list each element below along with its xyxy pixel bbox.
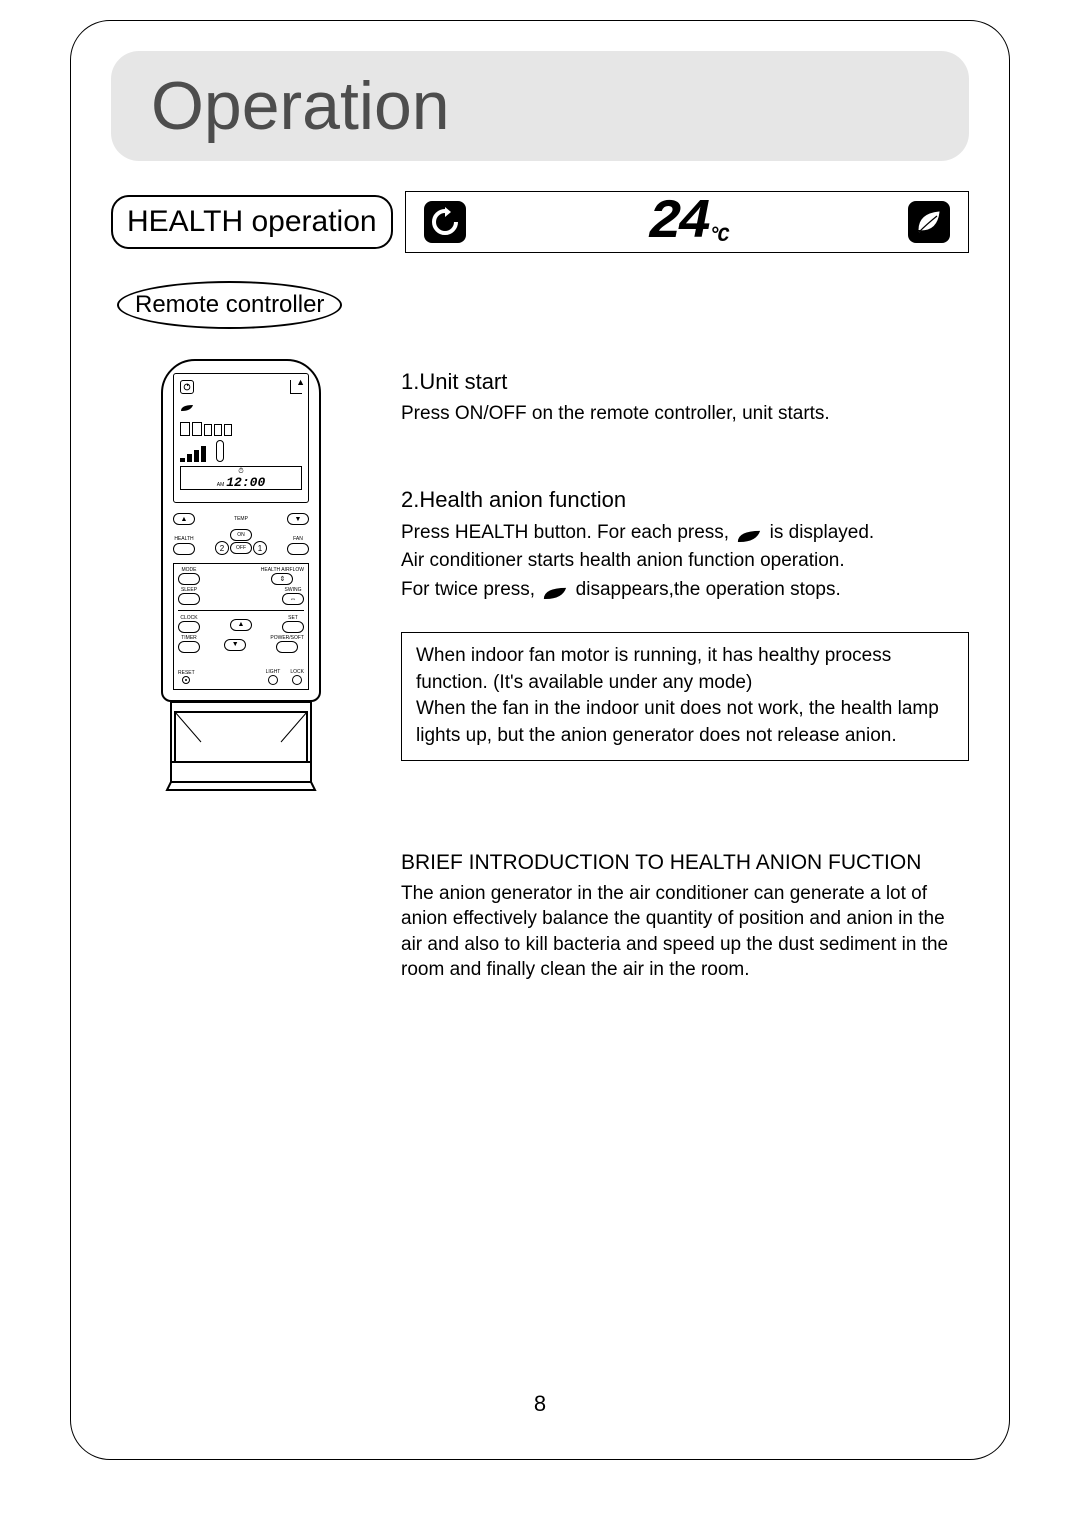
lcd-am-label: AM (217, 482, 225, 488)
fan-label: FAN (293, 537, 303, 542)
clock-button (178, 621, 200, 633)
step1-title: 1.Unit start (401, 369, 969, 395)
temp-value: 24 (648, 190, 707, 254)
health-button (173, 543, 195, 555)
lcd-clock: ⏱ AM 12:00 (180, 466, 302, 490)
step1-body: Press ON/OFF on the remote controller, u… (401, 401, 969, 427)
remote-panel: MODE HEALTH AIRFLOW ⇕ SLEEP (173, 563, 309, 690)
note-box: When indoor fan motor is running, it has… (401, 632, 969, 760)
steps-column: 1.Unit start Press ON/OFF on the remote … (401, 359, 969, 983)
lcd-bars-icon (180, 444, 206, 462)
remote-buttons: ▲ TEMP ▼ HEALTH ON (173, 513, 309, 690)
mode-button (178, 573, 200, 585)
on-button: ON (230, 529, 252, 541)
light-button (268, 675, 278, 685)
note-p1: When indoor fan motor is running, it has… (416, 643, 954, 696)
lock-button (292, 675, 302, 685)
intro-title: BRIEF INTRODUCTION TO HEALTH ANION FUCTI… (401, 851, 969, 875)
lcd-display: 24 °C (405, 191, 969, 253)
remote-body: ⏱ AM 12:00 ▲ TEMP ▼ (161, 359, 321, 702)
page-frame: Operation HEALTH operation 24 °C Remote … (70, 20, 1010, 1460)
lcd-cycle-icon (180, 380, 194, 394)
remote-stand (161, 702, 321, 792)
content-columns: ⏱ AM 12:00 ▲ TEMP ▼ (111, 359, 969, 983)
page-title: Operation (151, 67, 450, 145)
power-button (276, 641, 298, 653)
temp-down-button: ▼ (287, 513, 309, 525)
temp-unit: °C (709, 225, 725, 248)
page-number: 8 (534, 1391, 546, 1417)
swing-button: ⇔ (282, 593, 304, 605)
callout-2: 2 (215, 541, 229, 555)
remote-label: Remote controller (117, 281, 342, 329)
timer-button (178, 641, 200, 653)
airflow-button: ⇕ (271, 573, 293, 585)
lcd-signal-icon (290, 380, 302, 394)
temp-up-button: ▲ (173, 513, 195, 525)
off-button: OFF (230, 542, 252, 554)
remote-illustration: ⏱ AM 12:00 ▲ TEMP ▼ (151, 359, 331, 792)
note-p2: When the fan in the indoor unit does not… (416, 696, 954, 749)
sleep-button (178, 593, 200, 605)
temp-label: TEMP (234, 517, 248, 522)
intro-body: The anion generator in the air condition… (401, 881, 969, 984)
leaf-inline-icon (542, 582, 568, 598)
step2-body: Press HEALTH button. For each press, is … (401, 519, 969, 605)
up-button: ▲ (230, 619, 252, 631)
fan-button (287, 543, 309, 555)
leaf-inline-icon (736, 525, 762, 541)
section-row: HEALTH operation 24 °C (111, 191, 969, 253)
remote-column: ⏱ AM 12:00 ▲ TEMP ▼ (111, 359, 371, 983)
lcd-thermometer-icon (216, 440, 224, 462)
callout-1: 1 (253, 541, 267, 555)
step2-title: 2.Health anion function (401, 487, 969, 513)
remote-lcd: ⏱ AM 12:00 (173, 373, 309, 503)
temp-readout: 24 °C (648, 190, 725, 254)
cycle-icon (424, 201, 466, 243)
lcd-leaf-icon (180, 402, 302, 416)
section-label: HEALTH operation (111, 195, 393, 249)
title-band: Operation (111, 51, 969, 161)
health-label: HEALTH (174, 537, 193, 542)
set-button (282, 621, 304, 633)
reset-button (182, 676, 190, 684)
leaf-icon (908, 201, 950, 243)
down-button: ▼ (224, 639, 246, 651)
lcd-digits (180, 420, 302, 436)
lcd-time: 12:00 (226, 476, 265, 489)
